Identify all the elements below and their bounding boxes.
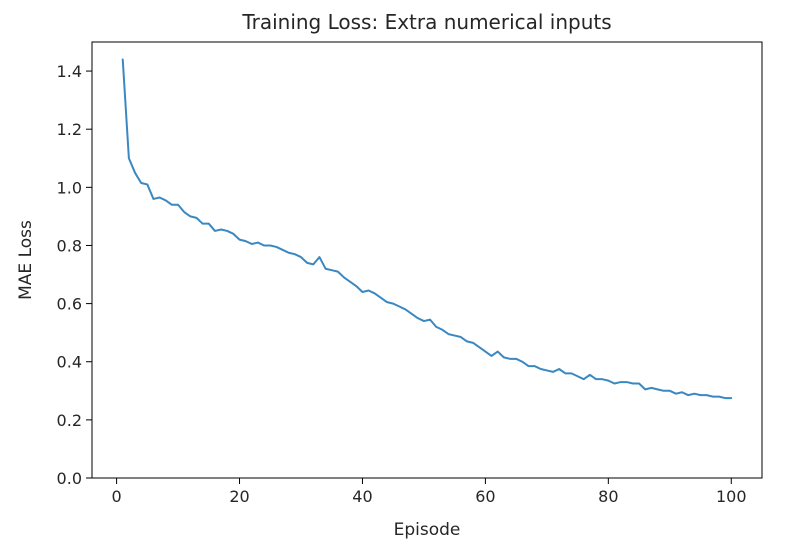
plot-area bbox=[91, 41, 763, 479]
y-tick-label: 0.6 bbox=[57, 295, 82, 314]
loss-series-line bbox=[121, 58, 733, 400]
y-tick-label: 0.0 bbox=[57, 469, 82, 488]
plot-frame bbox=[91, 41, 763, 479]
y-axis: 0.0 0.2 0.4 0.6 0.8 1.0 1.2 1.4 bbox=[57, 62, 92, 488]
y-tick-label: 1.2 bbox=[57, 120, 82, 139]
x-axis: 0 20 40 60 80 100 bbox=[111, 478, 747, 506]
y-tick-label: 1.0 bbox=[57, 178, 82, 197]
x-tick-label: 40 bbox=[352, 487, 372, 506]
y-tick-label: 0.2 bbox=[57, 411, 82, 430]
x-tick-label: 100 bbox=[716, 487, 747, 506]
x-tick-label: 20 bbox=[229, 487, 249, 506]
y-tick-label: 1.4 bbox=[57, 62, 82, 81]
y-axis-label: MAE Loss bbox=[16, 220, 36, 300]
x-axis-label: Episode bbox=[394, 520, 461, 540]
x-tick-label: 0 bbox=[111, 487, 121, 506]
x-tick-label: 80 bbox=[598, 487, 618, 506]
y-tick-label: 0.8 bbox=[57, 236, 82, 255]
y-tick-label: 0.4 bbox=[57, 353, 82, 372]
x-tick-label: 60 bbox=[475, 487, 495, 506]
chart-title: Training Loss: Extra numerical inputs bbox=[241, 10, 611, 34]
